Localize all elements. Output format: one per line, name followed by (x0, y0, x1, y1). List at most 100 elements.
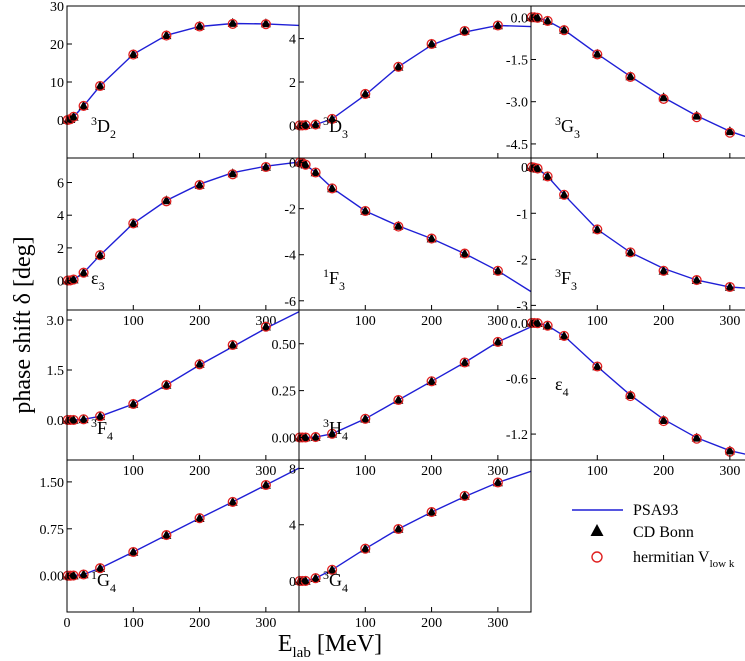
panel-5-wave-label-sub: 3 (339, 279, 345, 293)
panel-6-xtick-label: 100 (587, 314, 608, 329)
panel-6-cdbonn-point (592, 224, 603, 234)
panel-2-cdbonn-point (327, 113, 338, 123)
panel-4-vlowk-point (68, 274, 79, 285)
panel-1-vlowk-point (68, 111, 79, 122)
panel-1-vlowk-point (227, 18, 238, 29)
panel-4-cdbonn-point (78, 267, 89, 277)
panel-11-wave-label: 3G4 (323, 568, 348, 595)
panel-11-vlowk-point (327, 564, 338, 575)
panel-10-wave-label-pre: 1 (91, 568, 97, 582)
panel-2-wave-label: 3D3 (323, 114, 348, 141)
panel-1-cdbonn-point (194, 20, 205, 30)
panel-9-cdbonn-point (691, 432, 702, 442)
panel-3: 0.0 -1.5 -3.0 -4.5 3G3 (506, 5, 745, 159)
panel-6-cdbonn-point (532, 163, 543, 173)
panel-11-cdbonn-point (426, 506, 437, 516)
panel-2-vlowk-point (327, 113, 338, 124)
panel-8-vlowk-point (360, 413, 371, 424)
panel-11-vlowk-point (426, 507, 437, 518)
panel-5-cdbonn-point (393, 220, 404, 230)
panel-6-vlowk-point (658, 265, 669, 276)
panel-7-ytick-label: 3.0 (47, 314, 65, 329)
panel-1-cdbonn-point (128, 49, 139, 59)
panel-4-vlowk-point (227, 169, 238, 180)
panel-1-vlowk-point (128, 49, 139, 60)
panel-7-cdbonn-point (161, 379, 172, 389)
panel-9-cdbonn-point (592, 361, 603, 371)
panel-6-vlowk-point (625, 247, 636, 258)
panel-5-xtick-label: 100 (355, 314, 376, 329)
panel-7-cdbonn-point (194, 358, 205, 368)
panel-11-wave-label-main: G (329, 570, 342, 590)
panel-1-wave-label-pre: 3 (91, 114, 97, 128)
panel-10-cdbonn-point (68, 570, 79, 580)
panel-3-vlowk-point (658, 93, 669, 104)
panel-5-ytick-label: -6 (284, 295, 296, 310)
panel-2-vlowk-point (492, 20, 503, 31)
panel-1-cdbonn-point (161, 30, 172, 40)
panel-9-xtick-label: 300 (719, 464, 740, 479)
panel-3-vlowk-point (592, 49, 603, 60)
panel-10-cdbonn-point (227, 496, 238, 506)
panel-10-wave-label-main: G (97, 570, 110, 590)
panel-4-vlowk-point (161, 196, 172, 207)
panel-8-xtick-label: 300 (487, 464, 508, 479)
panel-11-wave-label-pre: 3 (323, 568, 329, 582)
panel-7-cdbonn-point (128, 398, 139, 408)
panel-8-cdbonn-point (360, 413, 371, 423)
panel-6-xtick-label: 300 (719, 314, 740, 329)
panel-10-vlowk-point (128, 546, 139, 558)
panel-9-vlowk-point (691, 433, 702, 444)
panel-9-vlowk-point (625, 391, 636, 402)
panel-6-cdbonn-point (625, 247, 636, 257)
panel-5-wave-label-main: F (329, 268, 339, 288)
panel-7: 0.0 1.5 3.0 100 200 300 3F4 (47, 309, 300, 479)
panel-8-vlowk-point (459, 357, 470, 368)
panel-9-xtick-label: 200 (653, 464, 674, 479)
panel-4-ytick-label: 2 (57, 242, 64, 257)
panel-7-cdbonn-point (260, 321, 271, 331)
panel-6-xtick-label: 200 (653, 314, 674, 329)
panel-3-wave-label-pre: 3 (555, 114, 561, 128)
panel-6-cdbonn-point (724, 281, 735, 291)
panel-3-wave-label: 3G3 (555, 114, 580, 141)
panel-2-vlowk-point (459, 25, 470, 37)
legend-label-psa93: PSA93 (633, 502, 678, 519)
panel-11-vlowk-point (360, 543, 371, 554)
panel-5-xtick-label: 200 (421, 314, 442, 329)
panel-3-cdbonn-point (592, 48, 603, 58)
panel-3-vlowk-point (625, 71, 636, 82)
panel-4-psa93-line (67, 161, 299, 282)
panel-4-vlowk-point (95, 250, 106, 261)
panel-10-wave-label-sub: 4 (110, 581, 116, 595)
panel-5-ytick-label: 0 (289, 157, 296, 172)
panel-10-xtick-label: 300 (255, 616, 276, 631)
x-axis-title-sub: lab (293, 645, 311, 661)
panel-2-vlowk-point (393, 61, 404, 72)
panel-4-cdbonn-point (227, 168, 238, 178)
panel-7-ytick-label: 0.0 (47, 414, 65, 429)
panel-2-wave-label-main: D (329, 116, 342, 136)
panel-4-vlowk-point (260, 161, 271, 173)
panel-4-ytick-label: 4 (57, 209, 64, 224)
panel-11-vlowk-point (393, 523, 404, 535)
panel-5-cdbonn-point (459, 248, 470, 258)
panel-1-vlowk-point (95, 80, 106, 92)
panel-2-ytick-label: 0 (289, 119, 296, 134)
panel-8-cdbonn-point (426, 376, 437, 386)
panel-2-cdbonn-point (393, 61, 404, 71)
panel-6-wave-label-sub: 3 (571, 279, 577, 293)
panel-10-cdbonn-point (128, 546, 139, 556)
panel-4-wave-label: ε3 (91, 268, 105, 293)
panel-6-wave-label-main: F (561, 268, 571, 288)
panel-5-vlowk-point (327, 183, 338, 194)
panel-2-vlowk-point (360, 88, 371, 99)
panel-4-vlowk-point (78, 267, 89, 278)
panel-3-cdbonn-point (691, 110, 702, 120)
panel-3-cdbonn-point (625, 71, 636, 81)
panel-7-vlowk-point (260, 321, 271, 332)
